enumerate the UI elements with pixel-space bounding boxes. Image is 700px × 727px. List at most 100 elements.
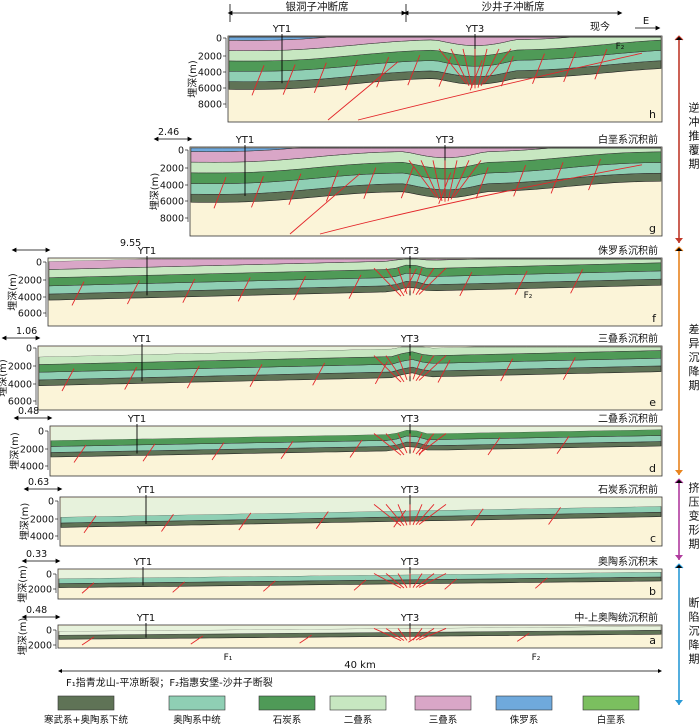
well-label-w3: YT3 <box>400 414 420 425</box>
thrust-right-label: 沙井子冲断席 <box>482 0 545 13</box>
depth-tick-label: 0 <box>216 34 222 45</box>
depth-axis-label: 埋深(m) <box>17 618 29 656</box>
fault-set <box>213 158 643 235</box>
depth-tick-label: 2000 <box>198 52 222 63</box>
panel-title: 三叠系沉积前 <box>598 332 658 345</box>
offset-label: 0.33 <box>26 549 47 560</box>
fault-line <box>397 433 408 454</box>
fault-line <box>397 628 408 641</box>
depth-axis-label: 埋深(m) <box>17 565 29 603</box>
panel-h: YT1 YT3 0 2000 4000 6000 8000 埋深(m) h F₂ <box>187 24 663 123</box>
legend-label: 侏罗系 <box>510 715 539 726</box>
fault-line <box>83 515 97 534</box>
thrust-plane <box>319 164 643 235</box>
fault-line <box>407 54 421 86</box>
depth-tick-label: 2000 <box>8 362 32 373</box>
fault-line <box>263 580 276 592</box>
well-label-w1: YT1 <box>137 246 157 257</box>
well-label-w3: YT3 <box>400 334 420 345</box>
section-panels: YT1 YT3 0 2000 4000 6000 8000 埋深(m) h F₂ YT1 YT3 0 20… <box>0 24 663 663</box>
fault-line <box>312 362 326 386</box>
fault-line <box>487 437 501 456</box>
depth-tick-label: 0 <box>178 146 184 157</box>
fault-line <box>563 51 577 83</box>
fault-set <box>81 573 548 594</box>
fault-label-f2: F₂ <box>616 42 625 52</box>
depth-tick-label: 2000 <box>30 515 54 526</box>
fault-line <box>345 59 358 91</box>
depth-tick-label: 4000 <box>8 380 32 391</box>
fault-line <box>373 628 402 642</box>
fault-line <box>415 504 435 525</box>
fault-line <box>418 433 447 455</box>
fault-line <box>397 573 408 589</box>
fault-line <box>438 48 467 84</box>
legend-swatch <box>414 695 472 711</box>
fault-line <box>444 578 457 590</box>
phase-label: 差异沉降期 <box>689 322 700 392</box>
east-label: E <box>643 16 649 27</box>
depth-tick-label: 6000 <box>160 197 184 208</box>
panel-surface-cover <box>39 347 661 357</box>
depth-tick-label: 0 <box>26 344 32 355</box>
well-label-w1: YT1 <box>272 24 292 35</box>
fault-line <box>462 48 473 88</box>
legend-swatch <box>495 695 553 711</box>
offset-label: 0.48 <box>26 605 47 616</box>
fault-line <box>432 160 443 202</box>
phase-label: 逆冲推覆期 <box>689 101 700 171</box>
fault-line <box>385 504 405 526</box>
depth-tick-label: 6000 <box>8 397 32 408</box>
fault-line <box>172 581 185 593</box>
fault-line <box>516 632 530 642</box>
fault-line <box>500 55 514 87</box>
legend-label: 三叠系 <box>429 715 458 726</box>
depth-tick-label: 0 <box>38 427 44 438</box>
phase-arrow-bottom <box>675 238 683 243</box>
depth-tick-label: 0 <box>36 258 42 269</box>
fault-line <box>299 634 312 644</box>
well-label-w1: YT1 <box>136 613 156 624</box>
phase-arrow-top <box>674 35 684 41</box>
depth-tick-label: 0 <box>48 497 54 508</box>
legend-swatch <box>582 695 640 711</box>
fault-line <box>385 355 405 383</box>
phase-arrow-top <box>674 563 684 569</box>
panel-letter: h <box>649 108 656 121</box>
fault-set <box>61 355 576 392</box>
well-label-w3: YT3 <box>400 485 420 496</box>
fault-line <box>374 361 388 385</box>
fault-line <box>412 628 423 641</box>
fault-line <box>408 160 437 197</box>
well-label-w3: YT3 <box>400 246 420 257</box>
legend-label: 石炭系 <box>273 715 302 726</box>
fault-line <box>412 268 423 294</box>
fault-line <box>415 573 435 588</box>
fault-line <box>288 173 302 205</box>
fault-line <box>385 433 405 456</box>
fault-line <box>124 366 138 390</box>
thrust-plane <box>357 52 643 121</box>
fault-line <box>400 166 414 199</box>
fault-line <box>514 270 528 295</box>
fault-set <box>83 503 561 534</box>
fault-line <box>211 442 225 461</box>
fault-line <box>562 357 576 380</box>
panel-title: 石炭系沉积前 <box>598 483 658 496</box>
depth-tick-label: 6000 <box>198 84 222 95</box>
fault-line <box>418 628 447 641</box>
fault-line <box>385 267 405 297</box>
fault-line <box>363 167 377 199</box>
fault-line <box>594 49 608 80</box>
fault-line <box>480 48 500 87</box>
thrust-plane <box>327 61 399 121</box>
phase-arrow-bottom <box>675 700 683 705</box>
panel-surface-cover <box>51 427 661 441</box>
fault-line <box>182 278 196 303</box>
